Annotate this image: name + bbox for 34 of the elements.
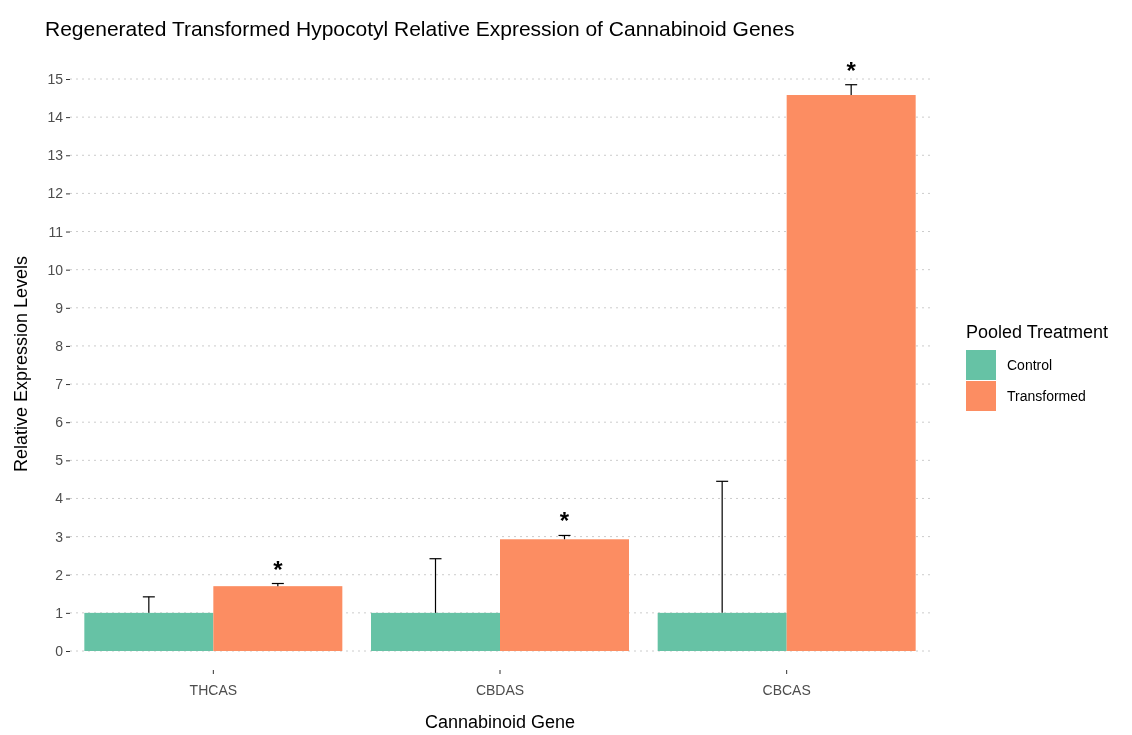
y-tick-label: 1 [55,604,64,621]
bar [657,612,787,651]
x-axis-title: Cannabinoid Gene [424,712,576,732]
annotation: * [559,507,570,535]
legend-title: Pooled Treatment [966,322,1109,342]
legend-label: Transformed [1007,388,1086,404]
x-tick-label: CBDAS [475,682,525,699]
bar [371,612,500,651]
y-tick-label: 11 [48,223,64,240]
y-tick-label: 7 [55,376,64,393]
y-tick-label: 4 [55,490,64,507]
y-tick-label: 3 [55,528,64,545]
y-tick-label: 5 [55,452,64,469]
y-tick-label: 12 [47,185,64,202]
y-tick-label: 14 [47,109,64,126]
bar [500,539,629,651]
bar [84,612,214,651]
chart-title: Regenerated Transformed Hypocotyl Relative Expression of Cannabinoid Genes [45,17,795,40]
x-tick-label: THCAS [189,682,238,699]
y-axis-title: Relative Expression Levels [11,255,31,473]
y-tick-label: 9 [55,299,64,316]
bar [213,586,343,651]
y-tick-label: 6 [55,414,64,431]
legend-label: Control [1007,357,1053,373]
y-tick-label: 13 [47,147,64,164]
x-tick-label: CBCAS [762,682,811,699]
annotation: * [846,56,857,84]
y-tick-label: 8 [55,337,64,354]
y-tick-label: 0 [55,642,64,659]
y-tick-label: 15 [47,70,64,87]
bar [786,95,916,651]
y-tick-label: 10 [47,261,64,278]
annotation: * [273,555,284,583]
y-tick-label: 2 [55,566,64,583]
